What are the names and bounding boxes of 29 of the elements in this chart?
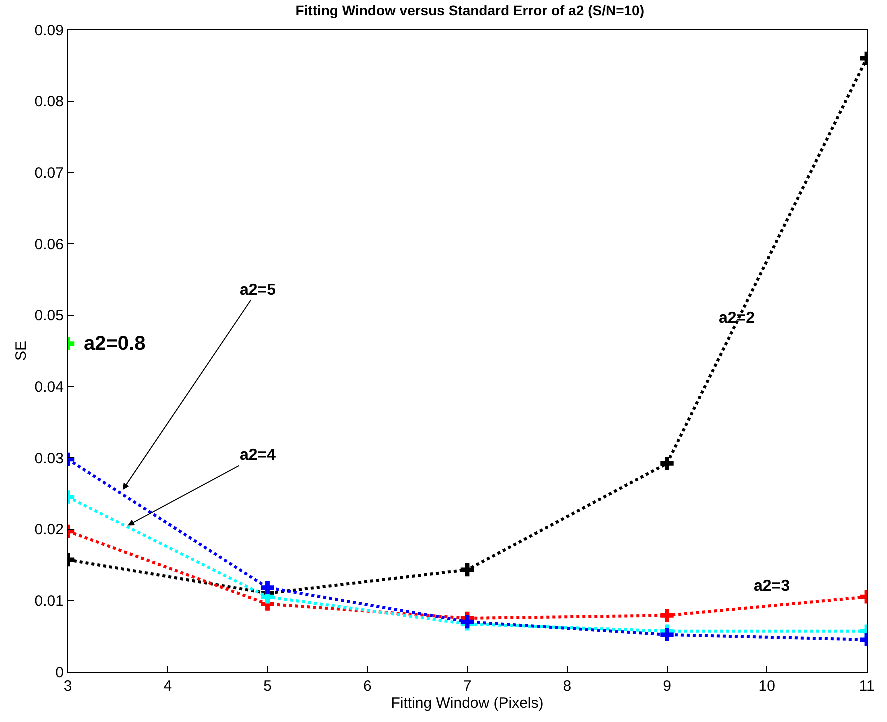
x-tick-label: 6 xyxy=(363,678,372,695)
point xyxy=(460,615,474,629)
x-tick-label: 10 xyxy=(758,678,776,695)
x-tick-label: 3 xyxy=(64,678,72,695)
chart-title: Fitting Window versus Standard Error of a2 (S/N=10) xyxy=(296,2,644,19)
annotation: a2=3 xyxy=(754,578,790,595)
x-axis-title: Fitting Window (Pixels) xyxy=(391,695,544,712)
y-tick-label: 0.07 xyxy=(34,164,64,182)
y-tick-label: 0.02 xyxy=(34,522,64,539)
y-tick-label: 0.05 xyxy=(34,308,64,325)
x-tick-label: 11 xyxy=(859,678,875,695)
y-tick-label: 0.09 xyxy=(34,22,64,40)
x-tick-label: 9 xyxy=(663,678,672,695)
x-tick-label: 7 xyxy=(463,678,472,695)
y-axis-title: SE xyxy=(13,340,30,362)
annotation: a2=2 xyxy=(719,310,756,327)
y-tick-label: 0.06 xyxy=(34,236,64,254)
x-tick-label: 4 xyxy=(164,678,172,695)
x-tick-label: 8 xyxy=(563,678,572,695)
point xyxy=(460,563,474,577)
y-tick-label: 0.03 xyxy=(34,450,64,468)
annotation: a2=4 xyxy=(240,447,276,464)
x-tick-label: 5 xyxy=(264,678,272,695)
y-tick-label: 0.08 xyxy=(34,94,64,111)
annotation: a2=0.8 xyxy=(84,333,146,355)
y-tick-label: 0.01 xyxy=(34,592,64,610)
y-tick-label: 0.04 xyxy=(34,378,64,396)
y-tick-label: 0 xyxy=(56,664,64,682)
annotation: a2=5 xyxy=(240,282,276,299)
